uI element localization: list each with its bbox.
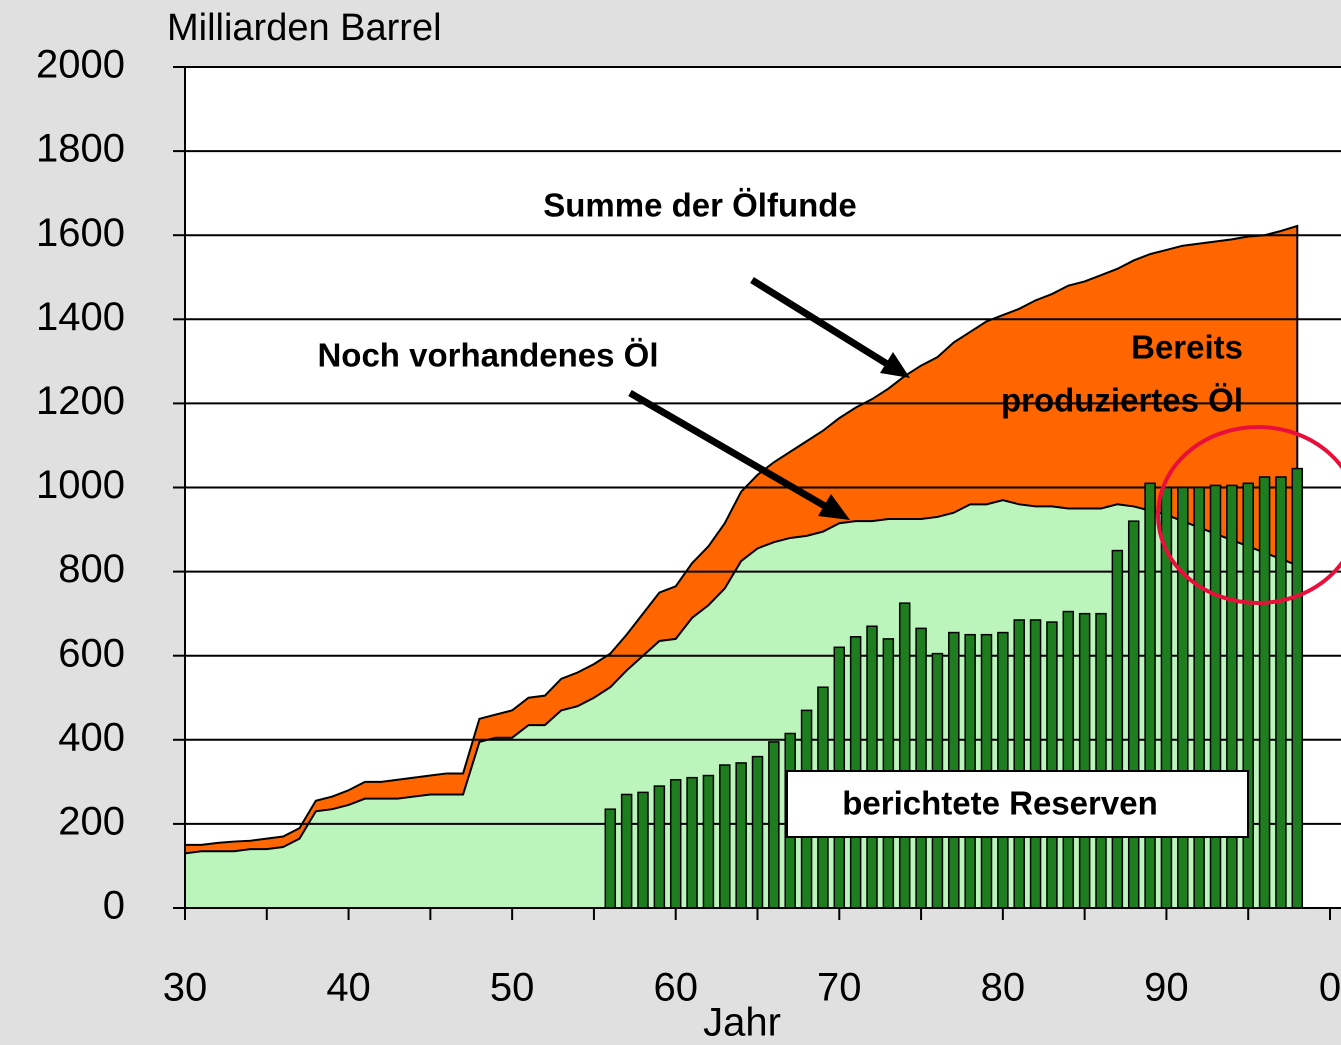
bar	[1275, 476, 1287, 909]
y-tick-label: 1000	[36, 463, 125, 507]
annotation: Bereits	[1131, 329, 1243, 366]
bar	[702, 774, 715, 909]
bar	[768, 741, 780, 909]
annotation: Summe der Ölfunde	[543, 187, 857, 224]
bar	[653, 785, 666, 909]
bar	[637, 791, 649, 909]
bar	[1193, 486, 1205, 909]
bar	[1291, 467, 1304, 909]
bar	[1046, 621, 1058, 909]
bar	[620, 793, 633, 909]
bar	[1144, 482, 1156, 909]
bar	[719, 764, 731, 909]
annotation: produziertes Öl	[1001, 382, 1243, 419]
arrow	[628, 389, 832, 513]
bar	[1177, 486, 1189, 909]
y-tick-label: 800	[58, 547, 125, 591]
bar	[1111, 549, 1124, 909]
bar	[1062, 610, 1075, 909]
bar	[669, 778, 682, 909]
bar	[1226, 484, 1238, 909]
arrow-head	[818, 494, 850, 520]
bar	[604, 808, 617, 909]
bar	[751, 755, 764, 909]
x-tick-label: 30	[163, 966, 208, 1010]
y-tick-label: 1200	[36, 379, 125, 423]
arrow-head	[880, 352, 910, 378]
arrow	[750, 277, 894, 370]
x-tick-label: 50	[490, 966, 535, 1010]
bar	[1029, 619, 1042, 909]
bar	[735, 762, 747, 909]
y-tick-label: 2000	[36, 43, 125, 87]
x-tick-label: 80	[981, 966, 1026, 1010]
bar	[1258, 476, 1271, 909]
x-tick-label: 70	[817, 966, 862, 1010]
annotation: Noch vorhandenes Öl	[317, 337, 658, 374]
x-axis-label: Jahr	[703, 1001, 781, 1045]
x-tick-label: 60	[653, 966, 698, 1010]
y-tick-label: 400	[58, 715, 125, 759]
y-tick-label: 1600	[36, 211, 125, 255]
y-tick-label: 600	[58, 631, 125, 675]
bar	[1242, 482, 1254, 909]
y-tick-label: 200	[58, 799, 125, 843]
bar	[898, 602, 911, 909]
bar	[1013, 619, 1025, 909]
highlight-circle	[1156, 425, 1341, 605]
bar	[1095, 612, 1107, 909]
bar	[1127, 520, 1140, 909]
y-tick-label: 1400	[36, 295, 125, 339]
bar	[1078, 612, 1091, 909]
x-tick-label: 40	[326, 966, 371, 1010]
bar	[866, 625, 878, 909]
annotation: berichtete Reserven	[842, 785, 1157, 822]
bar	[1209, 484, 1222, 909]
y-axis-label: Milliarden Barrel	[167, 7, 442, 49]
x-tick-label: 90	[1144, 966, 1189, 1010]
y-tick-label: 0	[103, 884, 125, 928]
y-tick-label: 1800	[36, 127, 125, 171]
label-box	[786, 770, 1249, 838]
bar	[686, 776, 698, 909]
bar	[915, 627, 927, 909]
x-tick-label: 0	[1319, 966, 1341, 1010]
